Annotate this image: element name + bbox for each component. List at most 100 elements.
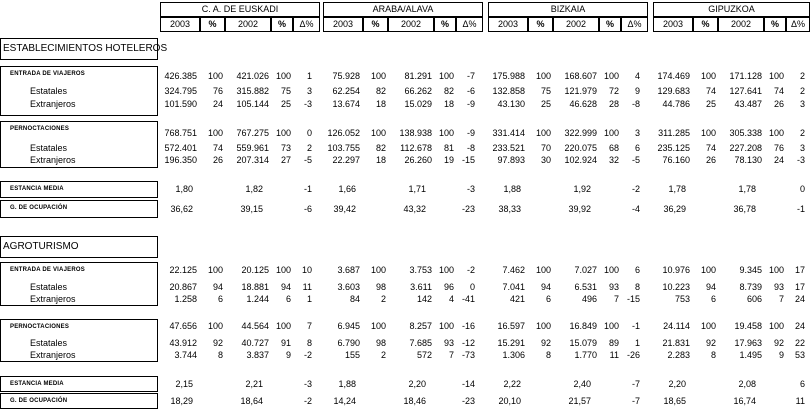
cell: 30 xyxy=(540,155,551,165)
cell: 100 xyxy=(370,128,386,138)
cell: 235.125 xyxy=(657,143,690,153)
column-box xyxy=(599,17,621,32)
cell: 44.786 xyxy=(662,99,690,109)
cell: 100 xyxy=(700,128,716,138)
cell: 74 xyxy=(705,143,716,153)
cell: 100 xyxy=(207,128,223,138)
cell: 3.603 xyxy=(337,282,360,292)
cell: 421 xyxy=(509,294,525,304)
cell: 421.026 xyxy=(236,71,269,81)
column-box xyxy=(160,17,200,32)
cell: -9 xyxy=(466,128,475,138)
cell: 10.976 xyxy=(662,265,690,275)
cell: 1,78 xyxy=(738,184,756,194)
cell: 311.285 xyxy=(658,128,690,138)
cell: 92 xyxy=(773,338,784,348)
column-box xyxy=(718,17,764,32)
block-box xyxy=(0,200,158,218)
cell: 171.128 xyxy=(729,71,762,81)
row-label: G. DE OCUPACIÓN xyxy=(10,205,68,211)
cell: 1,88 xyxy=(338,379,356,389)
region-title: BIZKAIA xyxy=(550,4,586,14)
cell: -9 xyxy=(466,99,475,109)
cell: 3.744 xyxy=(174,350,197,360)
column-header: % xyxy=(536,19,545,29)
cell: 100 xyxy=(207,265,223,275)
cell: 24 xyxy=(794,294,805,304)
cell: 100 xyxy=(275,265,291,275)
column-box xyxy=(363,17,388,32)
section-box xyxy=(0,236,158,258)
cell: 2,15 xyxy=(175,379,193,389)
cell: 62.254 xyxy=(332,86,360,96)
cell: 8 xyxy=(306,338,312,348)
cell: -23 xyxy=(461,396,475,406)
column-box xyxy=(456,17,483,32)
column-header: Δ% xyxy=(790,19,805,29)
cell: 24 xyxy=(773,155,784,165)
cell: 26.260 xyxy=(404,155,432,165)
cell: 53 xyxy=(794,350,805,360)
cell: 93 xyxy=(608,282,619,292)
row-label: ESTANCIA MEDIA xyxy=(10,186,64,192)
cell: -1 xyxy=(631,321,640,331)
cell: 2,40 xyxy=(573,379,591,389)
column-header: 2002 xyxy=(565,19,587,29)
cell: 98 xyxy=(375,282,386,292)
column-box xyxy=(621,17,648,32)
cell: 26 xyxy=(773,99,784,109)
cell: 1.244 xyxy=(246,294,269,304)
cell: -7 xyxy=(466,71,475,81)
cell: 100 xyxy=(768,321,784,331)
cell: -73 xyxy=(461,350,475,360)
row-label: Estatales xyxy=(30,338,68,348)
cell: 75 xyxy=(540,86,551,96)
column-box xyxy=(388,17,434,32)
cell: 10 xyxy=(301,265,312,275)
cell: 2.283 xyxy=(667,350,690,360)
cell: 7.027 xyxy=(574,265,597,275)
column-header: Δ% xyxy=(462,19,477,29)
cell: -3 xyxy=(796,155,805,165)
cell: 129.683 xyxy=(657,86,690,96)
cell: 3.837 xyxy=(246,350,269,360)
cell: 100 xyxy=(275,321,291,331)
cell: 17 xyxy=(794,282,805,292)
cell: 9 xyxy=(285,350,291,360)
cell: 1,78 xyxy=(668,184,686,194)
cell: -3 xyxy=(466,184,475,194)
cell: 4 xyxy=(448,294,454,304)
cell: -15 xyxy=(626,294,640,304)
cell: 7.462 xyxy=(502,265,525,275)
cell: 227.208 xyxy=(729,143,762,153)
cell: 100 xyxy=(370,71,386,81)
row-label: PERNOCTACIONES xyxy=(10,126,70,132)
cell: 1.306 xyxy=(502,350,525,360)
cell: 100 xyxy=(700,321,716,331)
cell: -16 xyxy=(461,321,475,331)
cell: 25 xyxy=(705,99,716,109)
block-box xyxy=(0,181,158,198)
column-box xyxy=(271,17,293,32)
cell: 78.130 xyxy=(734,155,762,165)
region-box xyxy=(160,2,320,17)
cell: 2 xyxy=(306,143,312,153)
cell: 94 xyxy=(540,282,551,292)
cell: 75.928 xyxy=(332,71,360,81)
block-box xyxy=(0,376,158,392)
cell: 3 xyxy=(634,128,640,138)
cell: 47.656 xyxy=(169,321,197,331)
cell: 92 xyxy=(540,338,551,348)
cell: 7 xyxy=(306,321,312,331)
cell: 8.739 xyxy=(739,282,762,292)
cell: 10.223 xyxy=(662,282,690,292)
cell: 21,57 xyxy=(568,396,591,406)
column-box xyxy=(528,17,553,32)
cell: 6 xyxy=(217,294,223,304)
row-label: Extranjeros xyxy=(30,99,76,109)
cell: 18.881 xyxy=(241,282,269,292)
cell: 100 xyxy=(603,321,619,331)
cell: 426.385 xyxy=(164,71,197,81)
cell: 76 xyxy=(773,143,784,153)
cell: 74 xyxy=(705,86,716,96)
